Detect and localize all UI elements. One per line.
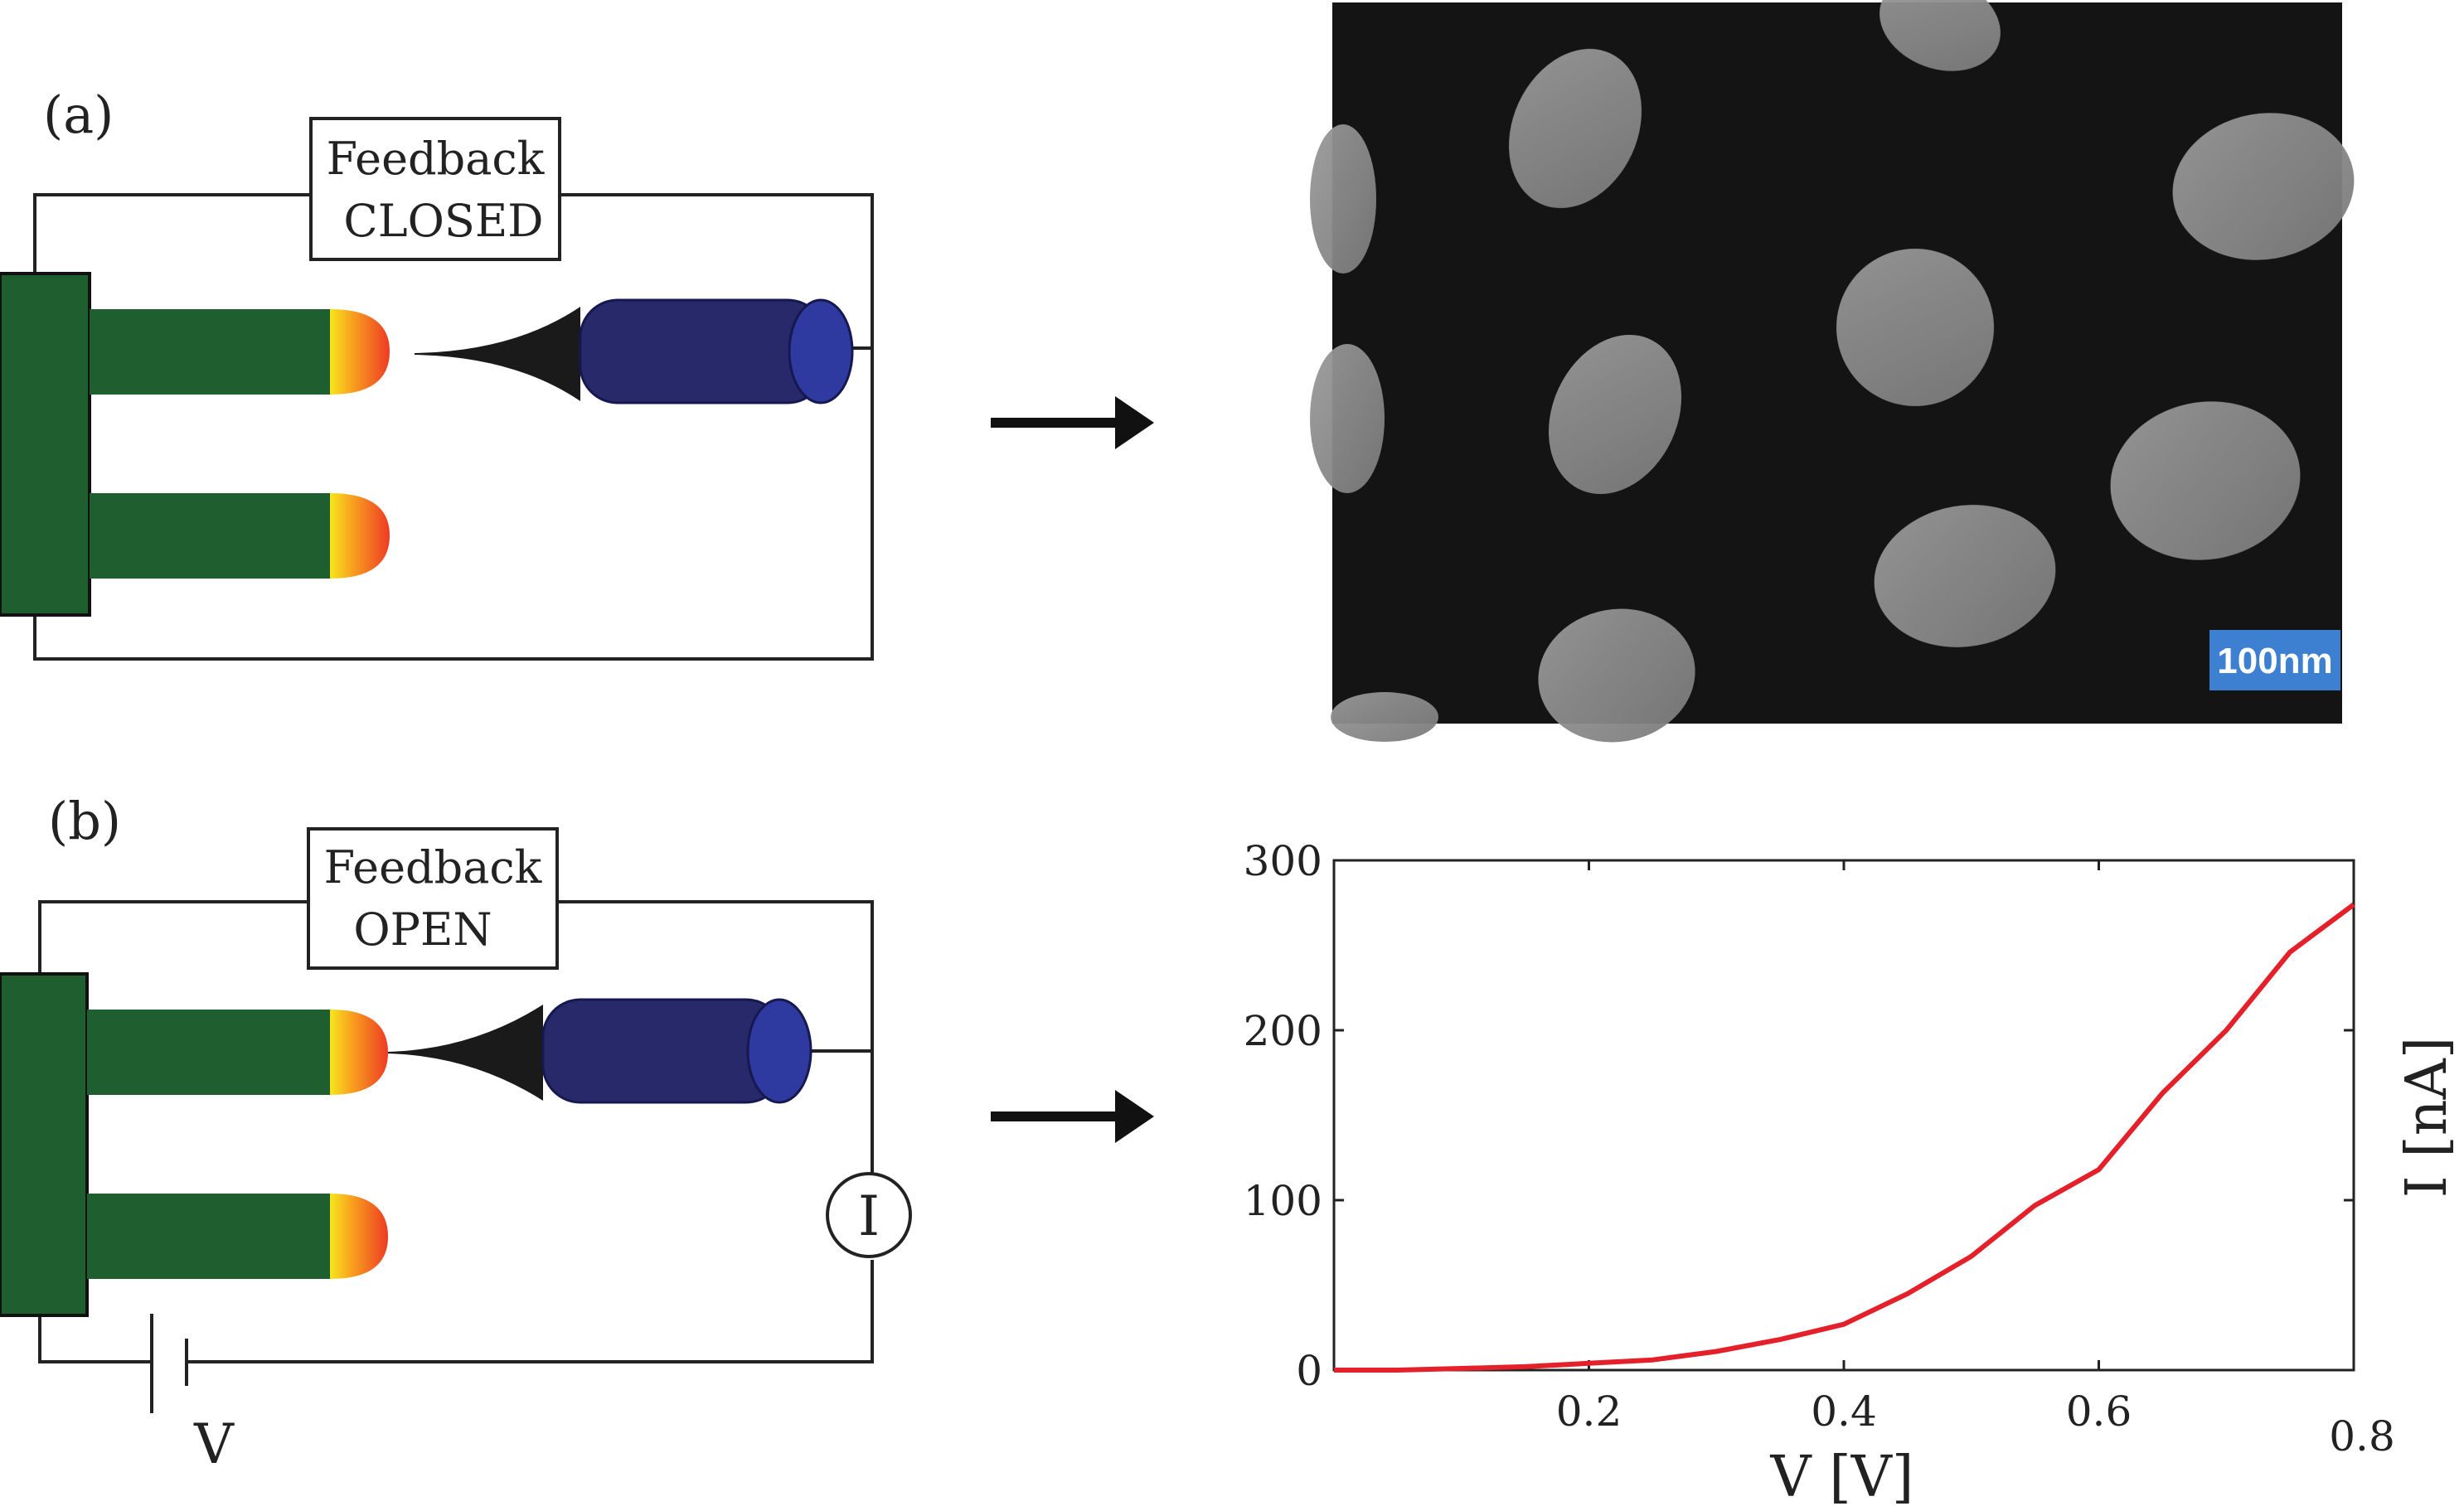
- panel-a-nanorod-2-cap: [330, 493, 390, 579]
- y-tick-label: 200: [1244, 1007, 1322, 1055]
- panel-b-label: (b): [48, 791, 121, 851]
- panel-b-diagram: (b) V I Feedback OPEN: [0, 791, 912, 1476]
- x-tick-label: 0.8: [2329, 1412, 2395, 1460]
- panel-a-circuit-wire: [33, 193, 874, 661]
- panel-a-feedback-box: [309, 117, 561, 261]
- panel-a-diagram: (a) Feedback CLOSED: [0, 85, 874, 661]
- x-axis-label: V [V]: [1770, 1445, 1914, 1510]
- panel-b-probe-cylinder: [541, 998, 812, 1104]
- panel-b-nanorod-2: [87, 1194, 332, 1279]
- x-tick-label: 0.6: [2066, 1388, 2132, 1436]
- panel-b-substrate: [0, 972, 89, 1317]
- panel-b-circuit-wire-left: [38, 1314, 152, 1363]
- panel-b-arrow: [991, 1090, 1154, 1143]
- panel-a-feedback-line1: Feedback: [327, 133, 546, 185]
- x-tick-label: 0.4: [1811, 1388, 1877, 1436]
- panel-a-arrow: [991, 396, 1154, 449]
- ammeter-symbol: [826, 1172, 912, 1258]
- scale-bar-label: 100nm: [2217, 641, 2332, 681]
- y-axis-label: I [nA]: [2394, 1037, 2460, 1198]
- stm-image: 100nm: [1310, 0, 2355, 743]
- panel-b-probe-needle: [388, 1005, 543, 1101]
- panel-b-feedback-line2: OPEN: [353, 903, 492, 956]
- panel-b-nanorod-2-cap: [330, 1194, 388, 1279]
- chart-plot-frame: [1332, 859, 2355, 1372]
- panel-a-feedback-line2: CLOSED: [343, 195, 543, 247]
- y-tick-label: 300: [1244, 837, 1322, 885]
- x-tick-label: 0.2: [1556, 1388, 1622, 1436]
- panel-a-probe-cylinder: [579, 298, 854, 404]
- panel-b-feedback-box: [307, 827, 559, 970]
- panel-b-feedback-line1: Feedback: [324, 841, 543, 894]
- panel-a-nanorod-1: [90, 309, 332, 395]
- panel-a-substrate: [0, 272, 91, 617]
- panel-b-nanorod-1: [87, 1010, 332, 1095]
- iv-curve-line: [1334, 902, 2355, 1373]
- battery-symbol: [150, 1314, 188, 1413]
- panel-a-label: (a): [43, 85, 114, 145]
- scale-bar-background: [2209, 630, 2340, 690]
- iv-chart: 0.2 0.4 0.6 0.8 0 100 200 300 V [V] I [nA]: [1244, 837, 2460, 1510]
- ammeter-label: I: [858, 1184, 880, 1248]
- y-tick-label: 100: [1244, 1177, 1322, 1225]
- battery-label: V: [193, 1412, 235, 1476]
- panel-b-nanorod-1-cap: [330, 1010, 388, 1095]
- panel-a-nanorod-2: [90, 493, 332, 579]
- panel-a-nanorod-1-cap: [330, 309, 390, 395]
- panel-a-probe-needle: [415, 307, 580, 401]
- panel-b-circuit-wire-lower: [187, 1260, 874, 1363]
- y-tick-label: 0: [1296, 1347, 1322, 1395]
